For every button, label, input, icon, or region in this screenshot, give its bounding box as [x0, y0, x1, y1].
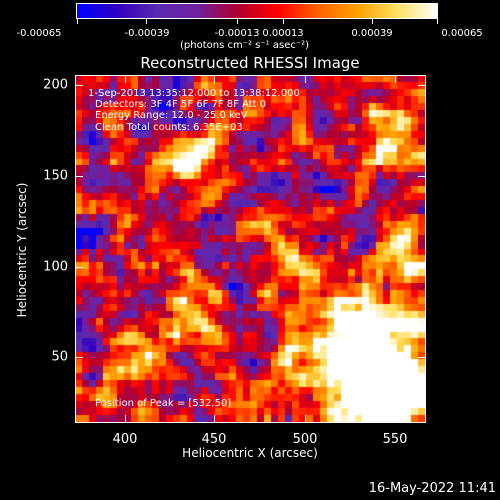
- y-tick-label: 200: [43, 77, 68, 93]
- colorbar-tick-mark: [77, 19, 78, 24]
- y-tick-label: 100: [43, 259, 68, 275]
- y-tick-label: 150: [43, 168, 68, 184]
- energy-annotation: Energy Range: 12.0 - 25.0 keV: [95, 110, 248, 121]
- tick-mark: [75, 267, 83, 268]
- tick-mark: [305, 415, 306, 423]
- image-plot: 1-Sep-2013 13:35:12.000 to 13:38:12.000 …: [75, 75, 426, 423]
- colorbar-tick-mark: [146, 19, 147, 24]
- tick-mark: [75, 357, 83, 358]
- tick-mark: [125, 415, 126, 423]
- tick-mark: [125, 75, 126, 83]
- colorbar-tick-mark: [283, 19, 284, 24]
- colorbar-tick-label: 0.00065: [441, 28, 483, 39]
- plot-title: Reconstructed RHESSI Image: [140, 54, 360, 72]
- colorbar-tick-label: 0.00013: [262, 28, 304, 39]
- colorbar-tick-label: -0.00013: [214, 28, 260, 39]
- tick-mark: [418, 267, 426, 268]
- x-tick-label: 400: [112, 432, 138, 447]
- tick-mark: [214, 75, 215, 83]
- tick-mark: [418, 176, 426, 177]
- date-stamp: 16-May-2022 11:41: [368, 481, 496, 496]
- x-tick-label: 550: [382, 432, 408, 447]
- clean-annotation: Clean Total counts: 6.35E+03: [95, 122, 243, 133]
- heatmap-image: [76, 76, 425, 422]
- y-tick-label: 50: [51, 349, 68, 365]
- colorbar-tick-label: 0.00039: [351, 28, 393, 39]
- y-axis-label: Heliocentric Y (arcsec): [15, 182, 29, 318]
- tick-mark: [305, 75, 306, 83]
- colorbar-tick-mark: [372, 19, 373, 24]
- colorbar-tick-label: -0.00065: [16, 28, 62, 39]
- colorbar: [76, 3, 438, 19]
- x-tick-label: 500: [292, 432, 318, 447]
- tick-mark: [395, 75, 396, 83]
- tick-mark: [75, 85, 83, 86]
- x-axis-label: Heliocentric X (arcsec): [182, 446, 318, 460]
- colorbar-tick-mark: [237, 19, 238, 24]
- tick-mark: [395, 415, 396, 423]
- colorbar-tick-label: -0.00039: [124, 28, 170, 39]
- colorbar-tick-mark: [437, 19, 438, 24]
- colorbar-units: (photons cm⁻² s⁻¹ asec⁻²): [180, 40, 310, 51]
- tick-mark: [418, 357, 426, 358]
- time-annotation: 1-Sep-2013 13:35:12.000 to 13:38:12.000: [88, 88, 300, 99]
- detectors-annotation: Detectors: 3F 4F 5F 6F 7F 8F Att 0: [95, 99, 267, 110]
- x-tick-label: 450: [201, 432, 227, 447]
- peak-annotation: Position of Peak = [532,50]: [95, 398, 232, 409]
- tick-mark: [75, 176, 83, 177]
- tick-mark: [418, 85, 426, 86]
- tick-mark: [214, 415, 215, 423]
